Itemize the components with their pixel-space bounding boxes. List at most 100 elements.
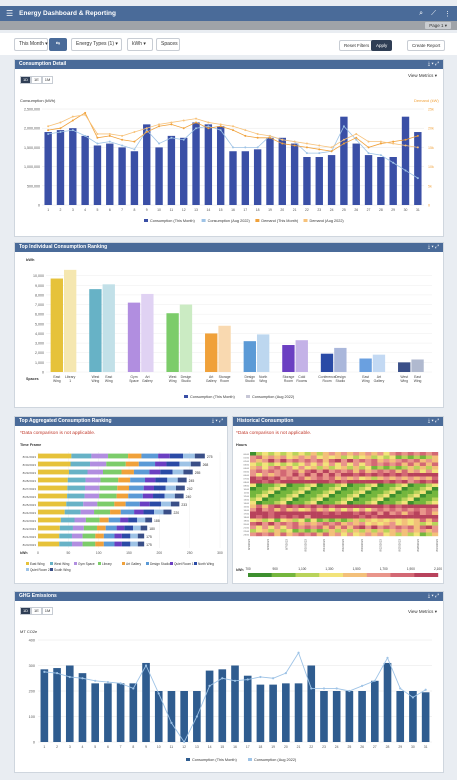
period-dropdown[interactable]: This Month ▾ (14, 38, 48, 51)
create-report-button[interactable]: Create Report (407, 40, 445, 51)
segment-1e[interactable]: 1E (31, 607, 42, 615)
segment-1d[interactable]: 1D (20, 607, 31, 615)
heatmap-cell (262, 533, 268, 537)
bar-segment (85, 494, 100, 499)
heatmap-cell (311, 533, 317, 537)
heatmap-cell (371, 515, 377, 519)
series-point (361, 685, 363, 687)
download-icon[interactable]: ⤓ ▾ ⤢ (428, 60, 439, 69)
compare-button[interactable]: ⇆ (49, 38, 67, 51)
view-metrics-dropdown[interactable]: View Metrics ▾ (408, 609, 437, 615)
scale-segment (391, 573, 415, 577)
bar-segment (94, 510, 110, 515)
heatmap-cell (305, 505, 311, 509)
x-tick-label: 10 (157, 745, 161, 749)
heatmap-cell (262, 515, 268, 519)
y-axis-label: MT CO2e (20, 629, 38, 634)
heatmap-cell (402, 477, 408, 481)
heatmap-cell (432, 477, 438, 481)
segment-1e[interactable]: 1E (31, 76, 42, 84)
bar (320, 691, 328, 742)
aggregated-title: Top Aggregated Consumption Ranking (19, 418, 112, 424)
series-point (146, 127, 148, 129)
series-point (59, 131, 61, 133)
heatmap-cell (408, 494, 414, 498)
heatmap-cell (353, 456, 359, 460)
more-icon[interactable]: ⋮ (444, 10, 451, 18)
x-tick-label: Studio (336, 379, 346, 383)
x-tick-label: 11 (170, 745, 174, 749)
apply-button[interactable]: Apply (371, 40, 392, 51)
x-tick-label: 30 (411, 745, 415, 749)
download-icon[interactable]: ⤓ ▾ ⤢ (212, 417, 223, 426)
reset-filters-button[interactable]: Reset Filters (339, 40, 374, 51)
x-tick-label: 23 (317, 208, 321, 212)
y-tick-label: 07:00 (244, 478, 250, 480)
series-point (234, 680, 236, 682)
bar-segment (83, 502, 97, 507)
heatmap-cell (262, 498, 268, 502)
heatmap-cell (305, 501, 311, 505)
series-point (207, 125, 209, 127)
energy-types-dropdown[interactable]: Energy Types (1) ▾ (71, 38, 122, 51)
y-tick-label: 8/29/2023 (23, 471, 37, 475)
bar-segment (38, 486, 67, 491)
heatmap-cell (414, 512, 420, 516)
search-icon[interactable]: ⌕ (419, 10, 423, 18)
segment-1d[interactable]: 1D (20, 76, 31, 84)
heatmap-cell (377, 477, 383, 481)
heatmap-cell (408, 459, 414, 463)
heatmap-cell (323, 515, 329, 519)
heatmap-cell (329, 519, 335, 523)
x-tick-label: 7 (120, 745, 122, 749)
unit-label: kWh (132, 41, 142, 47)
heatmap-cell (347, 466, 353, 470)
heatmap-cell (383, 470, 389, 474)
heatmap-cell (389, 466, 395, 470)
historical-note: *Data comparison is not applicable. (236, 431, 311, 436)
legend-label: Art Gallery (126, 562, 141, 566)
y-tick-label: 6,000 (35, 313, 44, 317)
heatmap-cell (396, 477, 402, 481)
download-icon[interactable]: ⤓ ▾ ⤢ (428, 417, 439, 426)
x-tick-label: 18 (256, 208, 260, 212)
heatmap-cell (426, 512, 432, 516)
heatmap-cell (341, 487, 347, 491)
series-point (207, 121, 209, 123)
heatmap-cell (329, 477, 335, 481)
download-icon[interactable]: ⤓ ▾ ⤢ (428, 243, 439, 252)
series-point (158, 143, 160, 145)
download-icon[interactable]: ⤓ ▾ ⤢ (428, 592, 439, 601)
x-tick-label: Rooms (296, 379, 307, 383)
unit-dropdown[interactable]: kWh ▾ (127, 38, 153, 51)
page-selector[interactable]: Page 1 ▾ (425, 22, 451, 29)
view-metrics-dropdown[interactable]: View Metrics ▾ (408, 73, 437, 79)
bar (180, 138, 187, 205)
series-point (56, 672, 58, 674)
legend-swatch (202, 219, 206, 222)
spaces-dropdown[interactable]: Spaces (156, 38, 180, 51)
x-tick-label: 5 (94, 745, 96, 749)
heatmap-cell (353, 459, 359, 463)
historical-header: Historical Consumption ⤓ ▾ ⤢ (233, 417, 443, 426)
heatmap-cell (256, 466, 262, 470)
heatmap-cell (323, 526, 329, 530)
x-tick-label: Wing (92, 379, 100, 383)
heatmap-cell (383, 526, 389, 530)
heatmap-cell (377, 533, 383, 537)
segment-1m[interactable]: 1M (42, 76, 53, 84)
heatmap-cell (292, 463, 298, 467)
heatmap-cell (377, 508, 383, 512)
analytics-icon[interactable]: ⟋ (431, 10, 436, 18)
bar-segment (81, 510, 94, 515)
consumption-detail-header: Consumption Detail ⤓ ▾ ⤢ (15, 60, 443, 69)
ghg-chart: MT CO2e01002003004001 2 3 4 5 6 7 8 9 10 11 12 13 14 1… (14, 624, 444, 772)
segment-1m[interactable]: 1M (42, 607, 53, 615)
bar-segment (165, 494, 175, 499)
menu-icon[interactable]: ☰ (6, 9, 13, 18)
series-point (272, 677, 274, 679)
bar-segment (38, 494, 67, 499)
heatmap-cell (286, 466, 292, 470)
bar-segment (118, 478, 130, 483)
heatmap-cell (256, 498, 262, 502)
